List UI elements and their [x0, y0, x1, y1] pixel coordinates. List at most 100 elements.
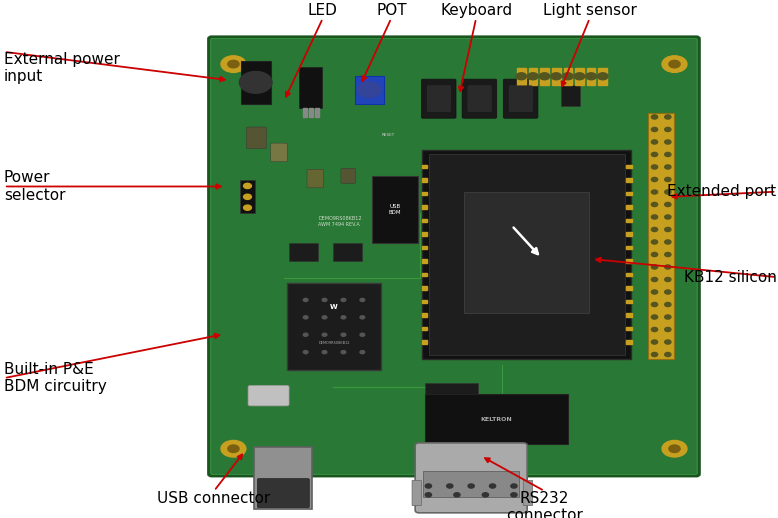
- Text: DEMO9RS08KB12
AWM 7494 REV.A: DEMO9RS08KB12 AWM 7494 REV.A: [318, 216, 362, 227]
- Circle shape: [341, 333, 345, 336]
- Circle shape: [651, 252, 657, 256]
- Bar: [517, 68, 526, 84]
- Circle shape: [489, 484, 496, 488]
- Circle shape: [357, 82, 381, 97]
- Bar: [626, 233, 632, 236]
- Circle shape: [664, 140, 671, 144]
- Bar: [626, 206, 632, 209]
- Circle shape: [562, 73, 573, 80]
- Circle shape: [664, 303, 671, 307]
- FancyBboxPatch shape: [372, 176, 418, 243]
- FancyBboxPatch shape: [289, 243, 318, 261]
- Bar: [315, 108, 319, 117]
- Text: Built-in P&E
BDM circuitry: Built-in P&E BDM circuitry: [4, 362, 107, 394]
- Text: DEMO9RS08KB12: DEMO9RS08KB12: [318, 341, 350, 346]
- Circle shape: [360, 316, 365, 319]
- Circle shape: [244, 194, 251, 199]
- Bar: [626, 300, 632, 303]
- Circle shape: [664, 290, 671, 294]
- Circle shape: [454, 493, 460, 497]
- Circle shape: [664, 278, 671, 282]
- FancyBboxPatch shape: [425, 394, 568, 444]
- Text: External power
input: External power input: [4, 52, 120, 84]
- FancyBboxPatch shape: [254, 447, 313, 509]
- Circle shape: [598, 73, 608, 80]
- Text: RESET: RESET: [382, 133, 395, 137]
- FancyBboxPatch shape: [247, 127, 267, 149]
- Circle shape: [651, 265, 657, 269]
- Circle shape: [228, 445, 239, 452]
- Circle shape: [664, 215, 671, 219]
- Circle shape: [322, 351, 327, 354]
- Bar: [422, 192, 427, 195]
- Circle shape: [664, 340, 671, 344]
- Text: Light sensor: Light sensor: [543, 3, 636, 18]
- Bar: [422, 206, 427, 209]
- FancyBboxPatch shape: [464, 192, 589, 313]
- Circle shape: [664, 352, 671, 356]
- Bar: [552, 68, 561, 84]
- Text: POT: POT: [376, 3, 407, 18]
- Text: RS232
connector: RS232 connector: [506, 491, 583, 518]
- Circle shape: [360, 333, 365, 336]
- Circle shape: [651, 115, 657, 119]
- Circle shape: [539, 73, 550, 80]
- FancyBboxPatch shape: [299, 67, 322, 108]
- Text: W: W: [330, 304, 338, 310]
- Bar: [422, 246, 427, 249]
- Circle shape: [341, 298, 345, 301]
- Bar: [422, 300, 427, 303]
- Bar: [422, 179, 427, 182]
- Circle shape: [651, 127, 657, 132]
- Circle shape: [664, 190, 671, 194]
- Circle shape: [651, 140, 657, 144]
- Bar: [422, 233, 427, 236]
- Circle shape: [341, 351, 345, 354]
- Circle shape: [360, 351, 365, 354]
- Circle shape: [664, 165, 671, 169]
- Circle shape: [651, 315, 657, 319]
- Bar: [626, 313, 632, 316]
- FancyBboxPatch shape: [509, 85, 533, 112]
- Text: Keyboard: Keyboard: [440, 3, 512, 18]
- Circle shape: [651, 352, 657, 356]
- FancyBboxPatch shape: [422, 79, 456, 118]
- Circle shape: [303, 333, 308, 336]
- Bar: [626, 327, 632, 330]
- Bar: [598, 68, 607, 84]
- Circle shape: [447, 484, 453, 488]
- Circle shape: [669, 445, 680, 452]
- Circle shape: [664, 203, 671, 207]
- Circle shape: [426, 493, 432, 497]
- Circle shape: [651, 152, 657, 156]
- FancyBboxPatch shape: [415, 443, 527, 513]
- Circle shape: [527, 73, 538, 80]
- Circle shape: [651, 177, 657, 181]
- Circle shape: [664, 152, 671, 156]
- Circle shape: [651, 227, 657, 232]
- Circle shape: [664, 327, 671, 332]
- Circle shape: [664, 240, 671, 244]
- Circle shape: [240, 71, 272, 93]
- FancyBboxPatch shape: [258, 479, 310, 508]
- FancyBboxPatch shape: [333, 243, 362, 261]
- Text: KELTRON: KELTRON: [481, 417, 512, 422]
- Bar: [528, 68, 538, 84]
- Bar: [626, 165, 632, 168]
- Circle shape: [322, 298, 327, 301]
- Text: KB12 silicon: KB12 silicon: [684, 270, 776, 284]
- Circle shape: [664, 115, 671, 119]
- Bar: [422, 313, 427, 316]
- Bar: [626, 192, 632, 195]
- Bar: [626, 246, 632, 249]
- FancyBboxPatch shape: [423, 470, 520, 497]
- Bar: [626, 260, 632, 263]
- Circle shape: [341, 316, 345, 319]
- Circle shape: [244, 183, 251, 189]
- Circle shape: [664, 265, 671, 269]
- Circle shape: [511, 493, 517, 497]
- Text: LED: LED: [308, 3, 338, 18]
- Circle shape: [551, 73, 562, 80]
- Circle shape: [664, 227, 671, 232]
- Bar: [422, 273, 427, 276]
